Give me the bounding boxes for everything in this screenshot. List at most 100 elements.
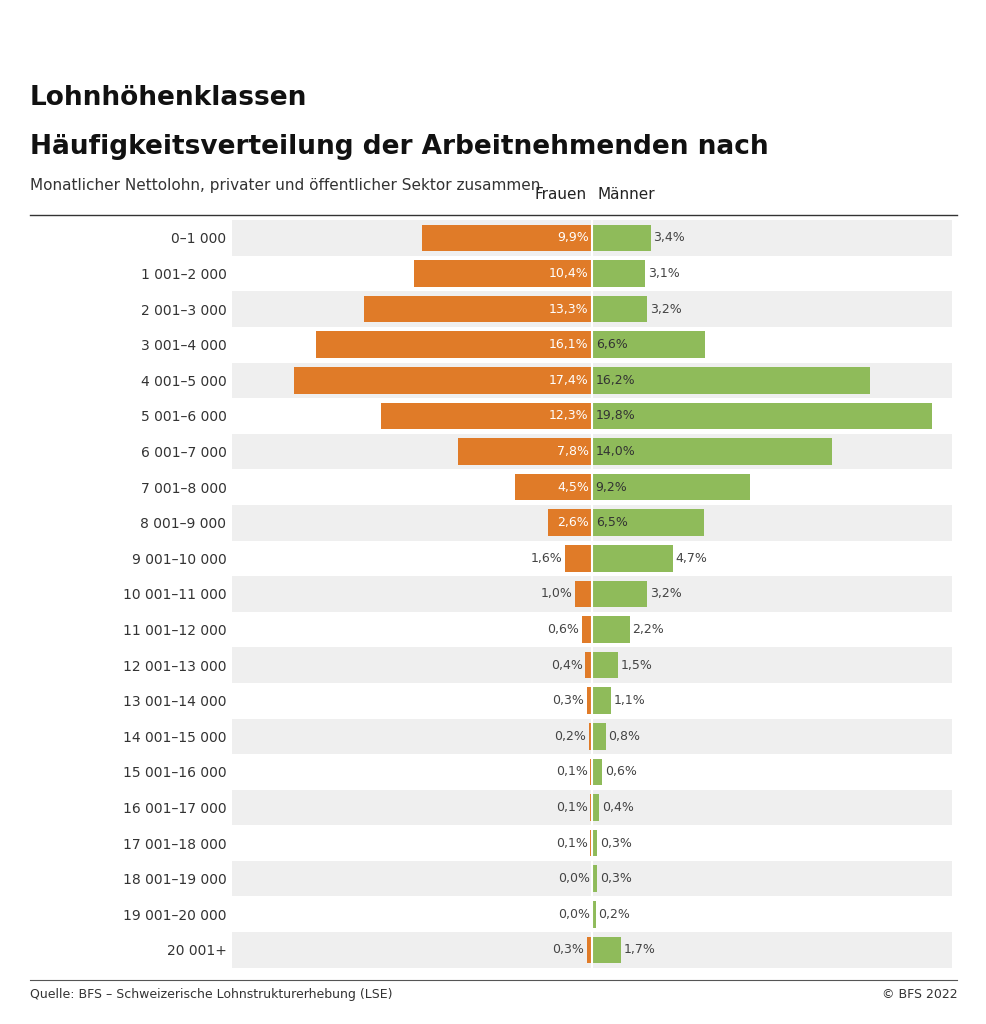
Bar	[592, 937, 621, 964]
Text: 1,6%: 1,6%	[529, 552, 562, 565]
Bar	[232, 398, 951, 434]
Text: 3,4%: 3,4%	[653, 231, 684, 245]
Bar	[575, 581, 592, 607]
Bar	[232, 790, 951, 825]
Bar	[232, 647, 951, 683]
Bar	[294, 367, 592, 393]
Text: 19,8%: 19,8%	[595, 410, 635, 423]
Text: 9,2%: 9,2%	[595, 480, 627, 494]
Text: 1,5%: 1,5%	[620, 658, 652, 672]
Bar	[232, 754, 951, 790]
Text: 0,3%: 0,3%	[552, 943, 584, 956]
Text: 0,4%: 0,4%	[601, 801, 633, 814]
Text: Lohnhöhenklassen: Lohnhöhenklassen	[30, 85, 307, 111]
Text: 3,2%: 3,2%	[649, 588, 680, 600]
Bar	[592, 687, 610, 714]
Bar	[592, 723, 605, 750]
Text: 12,3%: 12,3%	[548, 410, 589, 423]
Bar	[232, 362, 951, 398]
Text: 3,1%: 3,1%	[647, 267, 679, 280]
Text: 0,1%: 0,1%	[555, 837, 588, 850]
Text: 9,9%: 9,9%	[556, 231, 589, 245]
Text: Männer: Männer	[597, 186, 655, 202]
Bar	[592, 865, 597, 892]
Bar	[592, 474, 749, 501]
Text: 0,2%: 0,2%	[554, 730, 586, 742]
Text: © BFS 2022: © BFS 2022	[880, 988, 956, 1001]
Text: 14,0%: 14,0%	[595, 445, 635, 458]
Text: Quelle: BFS – Schweizerische Lohnstrukturerhebung (LSE): Quelle: BFS – Schweizerische Lohnstruktu…	[30, 988, 391, 1001]
Text: 0,3%: 0,3%	[599, 837, 631, 850]
Bar	[592, 759, 601, 785]
Bar	[592, 795, 599, 821]
Text: 0,1%: 0,1%	[555, 765, 588, 778]
Text: 10,4%: 10,4%	[548, 267, 589, 280]
Bar	[232, 327, 951, 362]
Text: 17,4%: 17,4%	[548, 374, 589, 387]
Text: 0,8%: 0,8%	[608, 730, 640, 742]
Bar	[232, 896, 951, 932]
Bar	[590, 829, 592, 856]
Bar	[592, 332, 705, 358]
Bar	[413, 260, 592, 287]
Text: 7,8%: 7,8%	[556, 445, 589, 458]
Text: 16,2%: 16,2%	[595, 374, 635, 387]
Bar	[232, 256, 951, 292]
Bar	[587, 937, 592, 964]
Bar	[232, 861, 951, 896]
Text: 0,0%: 0,0%	[557, 872, 589, 885]
Bar	[592, 651, 617, 679]
Bar	[592, 829, 597, 856]
Bar	[589, 723, 592, 750]
Bar	[592, 509, 703, 537]
Bar	[547, 509, 592, 537]
Bar	[422, 224, 592, 251]
Bar	[592, 402, 931, 429]
Text: 1,1%: 1,1%	[613, 694, 645, 708]
Bar	[592, 545, 672, 571]
Text: 13,3%: 13,3%	[548, 303, 589, 315]
Text: 6,6%: 6,6%	[595, 338, 627, 351]
Text: 0,3%: 0,3%	[599, 872, 631, 885]
Text: 0,6%: 0,6%	[604, 765, 636, 778]
Bar	[592, 581, 647, 607]
Bar	[590, 759, 592, 785]
Bar	[515, 474, 592, 501]
Bar	[232, 220, 951, 256]
Bar	[232, 932, 951, 968]
Bar	[232, 292, 951, 327]
Text: 3,2%: 3,2%	[649, 303, 680, 315]
Bar	[232, 434, 951, 469]
Bar	[592, 296, 647, 323]
Text: 0,4%: 0,4%	[550, 658, 582, 672]
Bar	[592, 260, 645, 287]
Bar	[232, 505, 951, 541]
Bar	[585, 651, 592, 679]
Bar	[592, 616, 629, 643]
Bar	[232, 683, 951, 719]
Bar	[232, 577, 951, 611]
Bar	[587, 687, 592, 714]
Text: 2,6%: 2,6%	[556, 516, 589, 529]
Text: Frauen: Frauen	[534, 186, 587, 202]
Bar	[592, 367, 870, 393]
Bar	[564, 545, 592, 571]
Text: 0,1%: 0,1%	[555, 801, 588, 814]
Text: 0,0%: 0,0%	[557, 908, 589, 921]
Bar	[232, 825, 951, 861]
Text: 6,5%: 6,5%	[595, 516, 627, 529]
Bar	[232, 611, 951, 647]
Text: 2,2%: 2,2%	[632, 623, 664, 636]
Bar	[458, 438, 592, 465]
Text: 0,3%: 0,3%	[552, 694, 584, 708]
Text: 1,0%: 1,0%	[540, 588, 572, 600]
Bar	[316, 332, 592, 358]
Bar	[582, 616, 592, 643]
Text: 1,7%: 1,7%	[623, 943, 655, 956]
Bar	[232, 719, 951, 754]
Bar	[232, 469, 951, 505]
Text: Monatlicher Nettolohn, privater und öffentlicher Sektor zusammen: Monatlicher Nettolohn, privater und öffe…	[30, 177, 539, 193]
Text: 0,2%: 0,2%	[598, 908, 629, 921]
Bar	[592, 438, 831, 465]
Text: 16,1%: 16,1%	[548, 338, 589, 351]
